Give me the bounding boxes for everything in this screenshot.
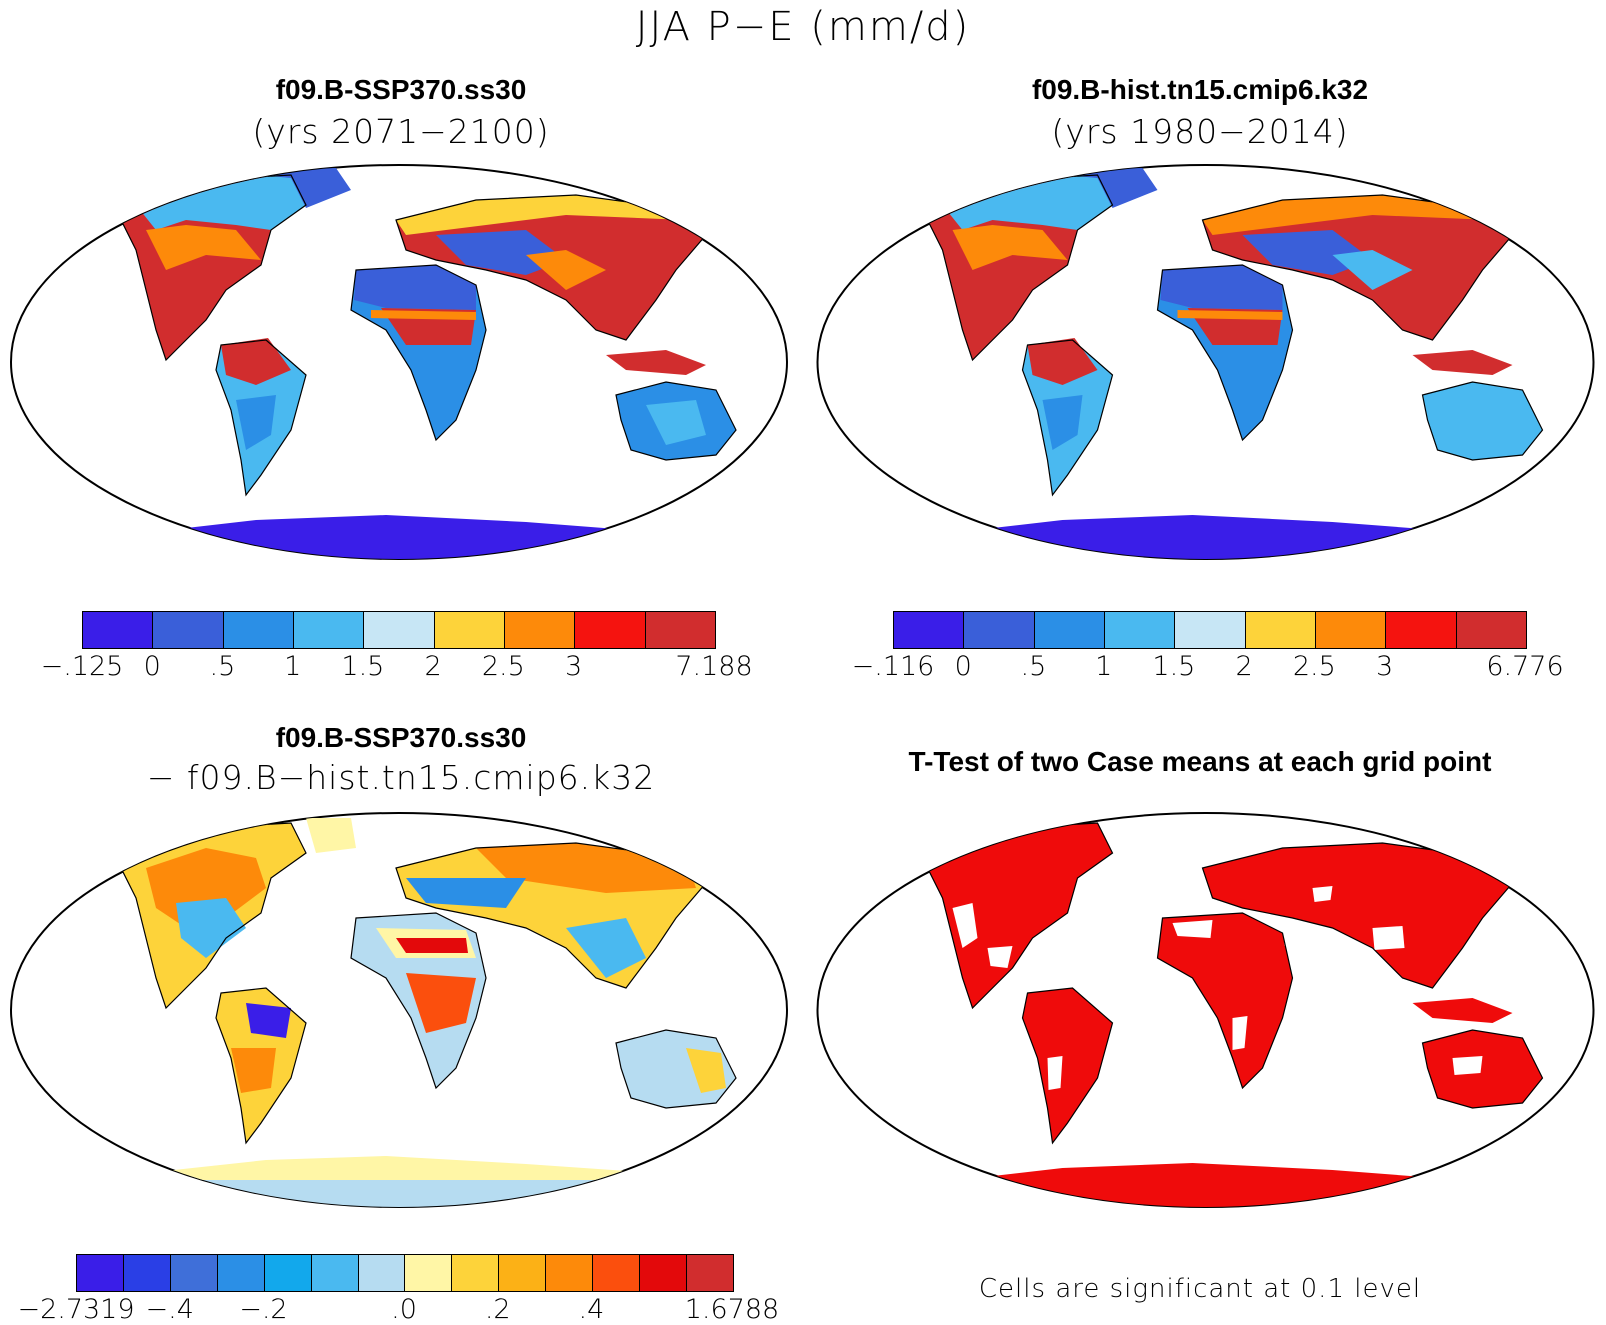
colorbar-box: [77, 1255, 124, 1291]
colorbar-tick-label: .0: [391, 1294, 417, 1325]
colorbar-box: [223, 612, 294, 648]
panel4-title: T-Test of two Case means at each grid po…: [908, 746, 1492, 777]
panel2-map: [816, 164, 1595, 560]
panel4-map: [816, 812, 1595, 1208]
panel3-colorbar: [76, 1254, 734, 1292]
colorbar-tick-label: −.2: [239, 1294, 288, 1325]
colorbar-tick-label: .5: [209, 651, 236, 682]
colorbar-box: [1315, 612, 1387, 648]
colorbar-tick-label: 6.776: [1486, 651, 1564, 682]
colorbar-box: [1034, 612, 1105, 648]
colorbar-tick-label: −.125: [40, 651, 124, 682]
colorbar-box: [123, 1255, 171, 1291]
colorbar-tick-label: 1.6788: [684, 1294, 780, 1325]
colorbar-box: [83, 612, 154, 648]
colorbar-tick-label: .5: [1020, 651, 1047, 682]
panel3-continents: [106, 818, 736, 1207]
panel3-map: [10, 812, 788, 1208]
colorbar-tick-label: .4: [578, 1294, 605, 1325]
panel4-coastlines: [926, 822, 1544, 1145]
panel1-map: [10, 164, 788, 560]
colorbar-box: [264, 1255, 312, 1291]
panel2-subtitle: (yrs 1980−2014): [1051, 112, 1349, 151]
colorbar-tick-label: 1: [284, 651, 302, 682]
colorbar-box: [686, 1255, 733, 1291]
colorbar-tick-label: 1: [1095, 651, 1113, 682]
colorbar-tick-label: .2: [484, 1294, 511, 1325]
colorbar-tick-label: −.116: [851, 651, 935, 682]
colorbar-tick-label: 3: [564, 651, 583, 682]
colorbar-tick-label: 2.5: [1292, 651, 1336, 682]
colorbar-box: [1456, 612, 1526, 648]
colorbar-box: [1104, 612, 1176, 648]
colorbar-tick-label: 2: [1235, 651, 1253, 682]
colorbar-tick-label: 2: [424, 651, 442, 682]
panel3-title: f09.B-SSP370.ss30: [275, 722, 527, 753]
panel2-continents: [912, 168, 1543, 559]
colorbar-tick-label: −.4: [145, 1294, 194, 1325]
colorbar-box: [1386, 612, 1457, 648]
colorbar-box: [894, 612, 965, 648]
colorbar-tick-label: 1.5: [1152, 651, 1196, 682]
colorbar-tick-label: 3: [1375, 651, 1394, 682]
figure-title: JJA P−E (mm/d): [635, 4, 971, 50]
panel1-coastlines: [120, 174, 737, 497]
panel4-insignificant-cells: [952, 886, 1483, 1090]
colorbar-box: [293, 612, 365, 648]
colorbar-box: [593, 1255, 641, 1291]
panel1-title: f09.B-SSP370.ss30: [275, 74, 527, 105]
panel1-colorbar: [82, 611, 716, 649]
colorbar-box: [217, 1255, 265, 1291]
colorbar-tick-label: 0: [954, 651, 972, 682]
colorbar-tick-label: 7.188: [675, 651, 753, 682]
colorbar-box: [364, 612, 435, 648]
colorbar-tick-label: 1.5: [341, 651, 385, 682]
colorbar-tick-label: 0: [143, 651, 161, 682]
colorbar-box: [504, 612, 576, 648]
colorbar-box: [358, 1255, 406, 1291]
colorbar-box: [964, 612, 1035, 648]
colorbar-box: [434, 612, 505, 648]
colorbar-box: [499, 1255, 547, 1291]
panel3-subtitle: − f09.B−hist.tn15.cmip6.k32: [146, 758, 656, 797]
colorbar-box: [452, 1255, 500, 1291]
colorbar-box: [645, 612, 715, 648]
colorbar-box: [153, 612, 224, 648]
colorbar-box: [311, 1255, 359, 1291]
colorbar-box: [170, 1255, 218, 1291]
panel1-subtitle: (yrs 2071−2100): [252, 112, 550, 151]
colorbar-box: [640, 1255, 687, 1291]
panel3-coastlines: [120, 822, 737, 1145]
panel2-title: f09.B-hist.tn15.cmip6.k32: [1031, 74, 1369, 105]
colorbar-tick-label: −2.7319: [17, 1294, 135, 1325]
panel4-footnote: Cells are significant at 0.1 level: [978, 1274, 1422, 1304]
colorbar-box: [1245, 612, 1316, 648]
colorbar-tick-label: 2.5: [481, 651, 525, 682]
colorbar-box: [546, 1255, 594, 1291]
colorbar-box: [1175, 612, 1246, 648]
panel2-coastlines: [926, 174, 1544, 497]
colorbar-box: [575, 612, 646, 648]
colorbar-box: [405, 1255, 453, 1291]
panel2-colorbar: [893, 611, 1527, 649]
